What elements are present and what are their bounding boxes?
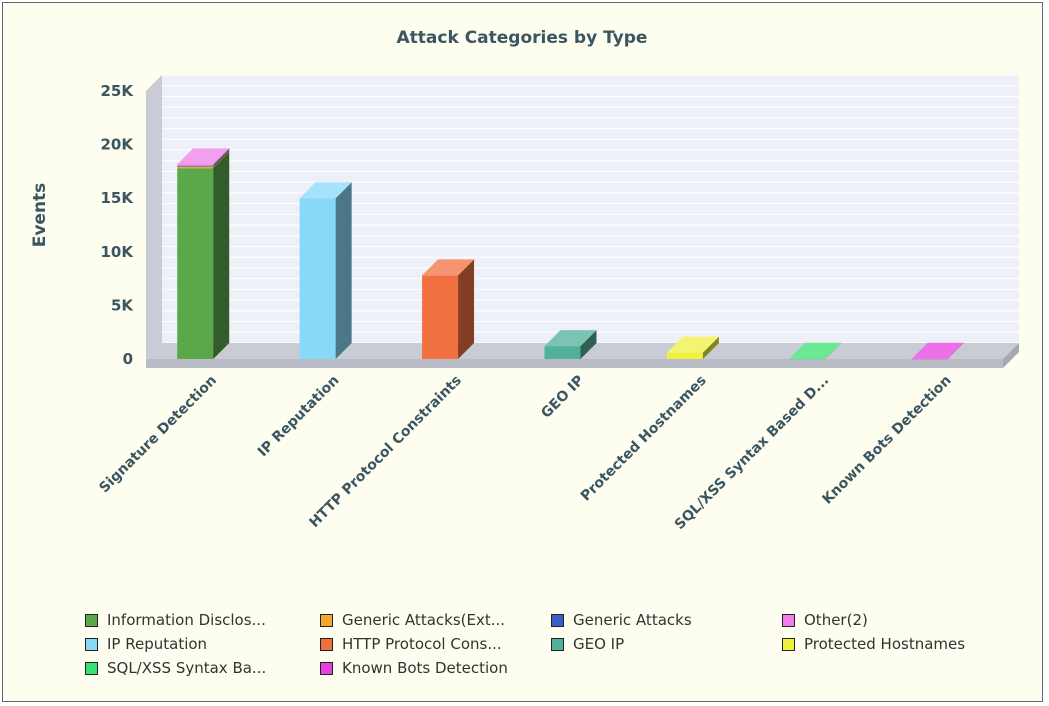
legend-item: Known Bots Detection <box>320 657 508 679</box>
bar-segment <box>299 182 352 359</box>
bar-front <box>666 352 703 359</box>
legend-label: Information Disclos... <box>107 611 266 629</box>
bar-front <box>177 165 214 167</box>
bar-side <box>213 148 230 166</box>
legend-label: Protected Hostnames <box>804 635 966 653</box>
y-tick-label: 15K <box>101 189 135 207</box>
legend-label: Generic Attacks <box>573 611 692 629</box>
legend-item: Generic Attacks(Ext... <box>320 609 505 631</box>
legend-swatch <box>782 613 795 627</box>
bar-segment <box>544 330 597 359</box>
legend-swatch <box>551 613 564 627</box>
legend-item: Other(2) <box>782 609 868 631</box>
bar-front <box>177 168 214 359</box>
y-axis-label: Events <box>30 183 50 248</box>
bar-side <box>947 342 964 359</box>
bar-front <box>422 275 459 359</box>
bar-side <box>213 149 230 167</box>
bar-top <box>544 330 597 347</box>
bar-segment <box>177 152 230 359</box>
y-tick-label: 5K <box>111 296 134 314</box>
bar-side <box>458 259 475 359</box>
bar-chart: Attack Categories by Type Events 0 5K 10K 1… <box>30 28 1019 533</box>
bars <box>177 148 964 360</box>
x-tick-label: IP Reputation <box>255 373 343 461</box>
side-wall <box>146 75 162 359</box>
bar-front <box>299 198 336 359</box>
bar-segment <box>177 149 230 167</box>
bar-top <box>422 259 475 276</box>
bar-front <box>911 358 948 360</box>
legend-item: Protected Hostnames <box>782 633 965 655</box>
bar-segment <box>911 342 964 360</box>
bar-side <box>825 342 842 359</box>
bar-front <box>544 346 581 359</box>
x-tick-label: Known Bots Detection <box>820 373 955 508</box>
bar-side <box>213 150 230 169</box>
legend-label: Known Bots Detection <box>342 659 508 677</box>
legend: Information Disclos... Generic Attacks(Ex… <box>85 609 1025 684</box>
x-tick-label: HTTP Protocol Constraints <box>307 373 465 531</box>
bar-front <box>177 164 214 166</box>
bar-top <box>666 336 719 353</box>
x-tick-label: Signature Detection <box>96 373 220 497</box>
y-tick-label: 25K <box>101 82 135 100</box>
bar-segment <box>177 150 230 169</box>
floor-front <box>146 359 1003 368</box>
legend-label: HTTP Protocol Cons... <box>342 635 502 653</box>
legend-item: HTTP Protocol Cons... <box>320 633 502 655</box>
y-axis-ticks: 0 5K 10K 15K 20K 25K <box>101 82 135 368</box>
legend-item: SQL/XSS Syntax Ba... <box>85 657 266 679</box>
bar-top <box>911 342 964 359</box>
bar-top <box>789 342 842 359</box>
bar-side <box>335 182 352 359</box>
legend-swatch <box>85 661 98 675</box>
floor-side <box>1003 343 1019 368</box>
legend-swatch <box>782 637 795 651</box>
bar-segment <box>789 342 842 360</box>
bar-top <box>177 148 230 165</box>
chart-title: Attack Categories by Type <box>397 28 648 48</box>
bar-front <box>177 166 214 169</box>
bar-segment <box>666 336 719 359</box>
legend-label: GEO IP <box>573 635 625 653</box>
x-tick-label: GEO IP <box>538 373 587 422</box>
legend-swatch <box>320 613 333 627</box>
legend-label: Generic Attacks(Ext... <box>342 611 506 629</box>
legend-item: IP Reputation <box>85 633 207 655</box>
legend-label: IP Reputation <box>107 635 208 653</box>
y-tick-label: 0 <box>123 350 133 368</box>
x-tick-label: Protected Hostnames <box>578 373 710 505</box>
y-tick-label: 10K <box>101 243 135 261</box>
legend-swatch <box>85 613 98 627</box>
legend-item: Information Disclos... <box>85 609 266 631</box>
bar-segment <box>422 259 475 359</box>
bar-front <box>789 358 826 360</box>
bar-side <box>702 336 719 359</box>
legend-label: Other(2) <box>804 611 868 629</box>
legend-label: SQL/XSS Syntax Ba... <box>107 659 267 677</box>
legend-item: GEO IP <box>551 633 624 655</box>
bar-side <box>213 152 230 359</box>
back-wall <box>162 75 1019 343</box>
bar-top <box>299 182 352 199</box>
legend-swatch <box>320 661 333 675</box>
legend-item: Generic Attacks <box>551 609 692 631</box>
legend-swatch <box>85 637 98 651</box>
legend-swatch <box>551 637 564 651</box>
y-tick-label: 20K <box>101 136 135 154</box>
legend-swatch <box>320 637 333 651</box>
bar-segment <box>177 148 230 166</box>
bar-side <box>580 330 597 359</box>
